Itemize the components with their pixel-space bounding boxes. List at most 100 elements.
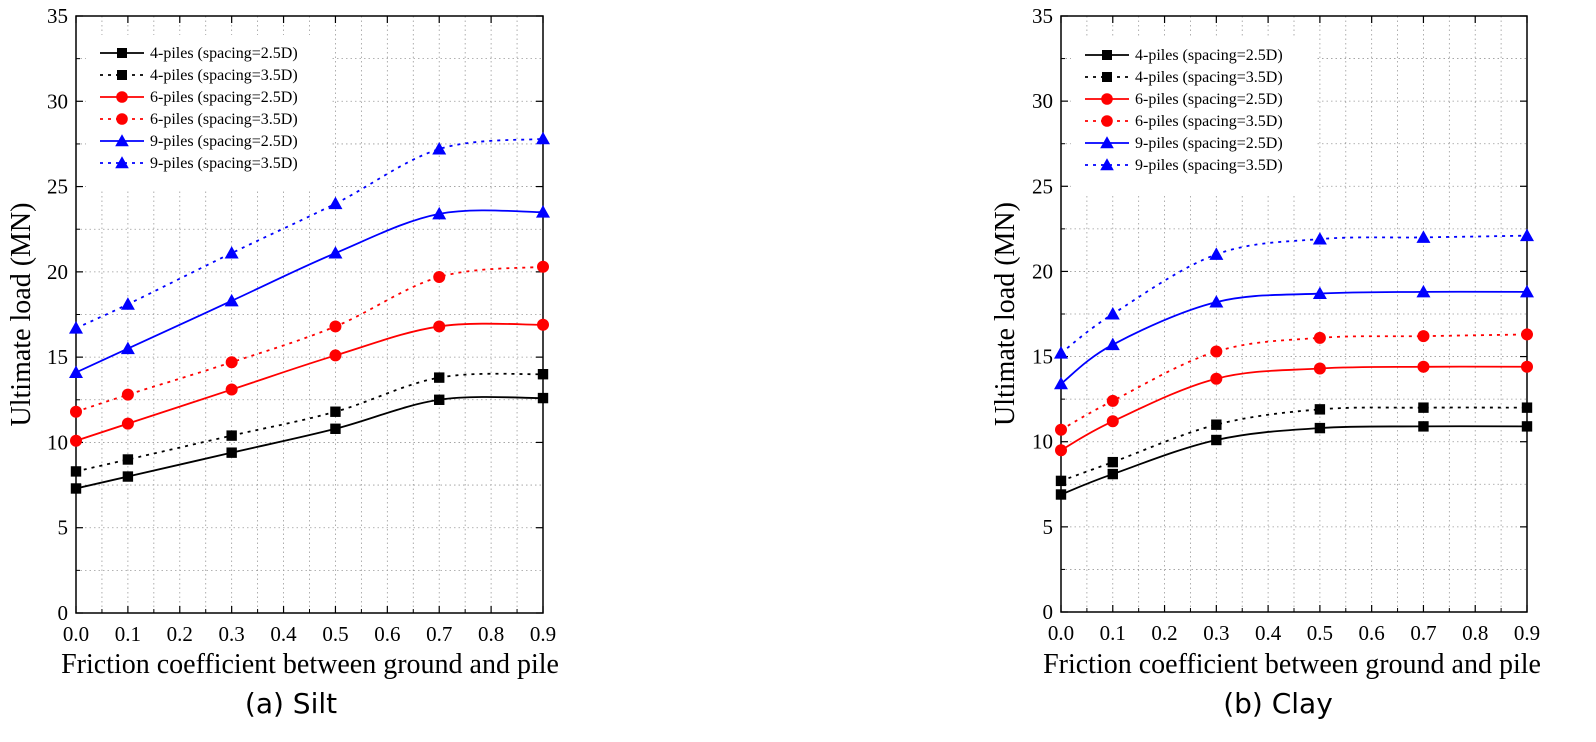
data-point (329, 349, 342, 362)
series-4 (1055, 328, 1533, 436)
legend-marker (1101, 115, 1113, 127)
data-point (1418, 421, 1429, 432)
x-tick-label: 0.8 (478, 622, 504, 646)
y-tick-label: 15 (47, 345, 68, 369)
data-point (537, 318, 549, 331)
y-tick-label: 30 (47, 89, 68, 113)
x-tick-label: 0.6 (1359, 621, 1385, 645)
data-point (122, 454, 134, 465)
legend-marker (116, 91, 128, 103)
y-axis-label: Ultimate load (MN) (6, 203, 37, 427)
data-point (1107, 456, 1118, 468)
data-point (1312, 232, 1327, 245)
legend-marker (1102, 50, 1112, 60)
data-point (1105, 337, 1120, 351)
data-point (1210, 345, 1223, 358)
legend-label: 4-piles (spacing=3.5D) (150, 67, 298, 84)
data-point (536, 205, 550, 218)
x-tick-label: 0.6 (374, 622, 400, 646)
legend-label: 6-piles (spacing=2.5D) (150, 89, 298, 106)
legend-marker (115, 156, 129, 169)
data-point (1054, 346, 1068, 359)
data-point (69, 321, 83, 334)
data-point (1416, 284, 1431, 298)
x-tick-label: 0.2 (1151, 621, 1177, 645)
legend-marker (1102, 72, 1112, 82)
legend-marker (117, 48, 127, 58)
data-point (537, 392, 549, 404)
data-point (121, 417, 134, 430)
series-line (76, 372, 543, 473)
data-point (330, 423, 341, 434)
series-3 (1055, 360, 1533, 457)
data-point (537, 369, 549, 380)
data-point (329, 320, 342, 333)
data-point (434, 394, 445, 405)
data-point (1521, 402, 1533, 413)
legend-marker (1100, 136, 1114, 149)
data-point (537, 260, 549, 273)
legend-marker (1100, 158, 1114, 171)
legend-label: 4-piles (spacing=2.5D) (150, 45, 298, 62)
data-point (1106, 415, 1119, 428)
data-point (122, 471, 134, 482)
data-point (1520, 228, 1534, 242)
x-tick-label: 0.0 (1048, 621, 1074, 645)
legend-label: 9-piles (spacing=2.5D) (150, 133, 298, 150)
y-tick-label: 25 (47, 175, 68, 199)
data-point (224, 293, 239, 307)
data-point (1055, 444, 1067, 457)
x-axis-label: Friction coefficient between ground and … (1043, 649, 1541, 680)
y-tick-label: 35 (47, 4, 68, 28)
data-point (70, 466, 82, 477)
legend-box (1071, 37, 1317, 193)
data-point (1313, 362, 1326, 375)
data-point (1209, 295, 1224, 308)
legend-marker (116, 113, 128, 125)
chart-panel-2: 0.0 0.1 0.2 0.3 0.4 0.5 0.6 0.7 0.8 0.9 0 5 10 15 20 25… (990, 4, 1541, 720)
series-2 (1055, 402, 1533, 487)
data-point (225, 383, 238, 396)
series-3 (70, 318, 549, 447)
y-tick-label: 5 (58, 516, 69, 540)
data-point (1520, 284, 1534, 298)
panel-caption: (a) Silt (245, 687, 337, 720)
data-point (432, 142, 447, 155)
x-tick-label: 0.5 (1307, 621, 1333, 645)
y-tick-label: 15 (1032, 345, 1053, 369)
data-point (1418, 402, 1429, 413)
x-tick-label: 0.2 (167, 622, 193, 646)
data-point (121, 388, 134, 401)
data-point (1107, 468, 1118, 480)
data-point (432, 206, 447, 220)
data-point (328, 196, 343, 210)
data-point (225, 356, 238, 369)
data-point (70, 405, 82, 418)
x-tick-label: 0.9 (1514, 621, 1540, 645)
series-6 (1054, 228, 1534, 359)
x-tick-label: 0.1 (115, 622, 141, 646)
legend-label: 9-piles (spacing=3.5D) (150, 155, 298, 172)
data-point (120, 341, 135, 355)
series-5 (69, 205, 550, 378)
y-tick-label: 10 (47, 430, 68, 454)
legend-box (86, 35, 332, 191)
data-point (226, 447, 237, 458)
legend-label: 4-piles (spacing=3.5D) (1135, 69, 1283, 86)
data-point (1211, 434, 1222, 446)
legend-label: 6-piles (spacing=3.5D) (150, 111, 298, 128)
legend-label: 4-piles (spacing=2.5D) (1135, 47, 1283, 64)
data-point (226, 430, 237, 441)
x-tick-label: 0.9 (530, 622, 556, 646)
data-point (536, 131, 550, 145)
y-tick-label: 0 (58, 601, 69, 625)
data-point (69, 365, 83, 378)
series-2 (70, 369, 549, 477)
data-point (1055, 475, 1067, 487)
series-6 (69, 131, 550, 334)
legend-label: 9-piles (spacing=2.5D) (1135, 135, 1283, 152)
data-point (433, 270, 446, 283)
data-point (1055, 489, 1067, 500)
series-4 (70, 260, 549, 418)
data-point (1417, 330, 1430, 343)
